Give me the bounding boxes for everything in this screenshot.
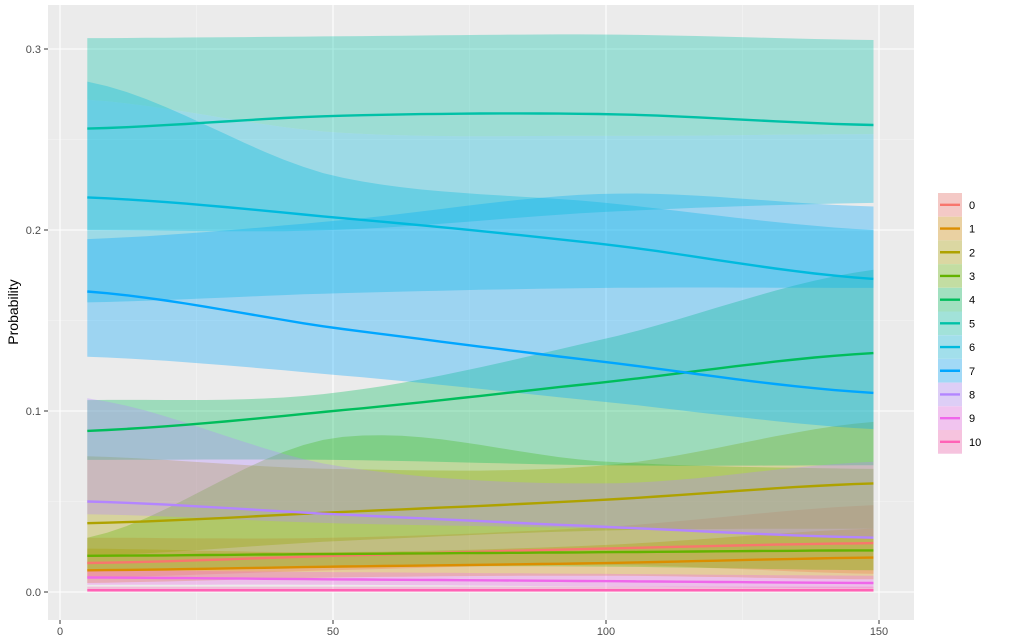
line-1 [87, 556, 874, 572]
line-8 [87, 500, 874, 539]
y-tick-label: 0.2 [26, 225, 41, 237]
y-tick-label: 0.3 [26, 44, 41, 56]
ribbon-5 [87, 34, 874, 137]
line-5 [87, 112, 874, 130]
y-axis: 0.0 0.1 0.2 0.3 [26, 44, 48, 599]
legend-label: 9 [969, 413, 975, 425]
line-7 [87, 290, 874, 395]
line-4 [87, 351, 874, 433]
series-lines [87, 112, 874, 592]
line-6 [87, 196, 874, 281]
line-3 [87, 549, 874, 557]
ribbon-1 [87, 528, 874, 583]
legend-label: 1 [969, 224, 975, 236]
legend-label: 7 [969, 366, 975, 378]
line-2 [87, 482, 874, 525]
confidence-ribbons [87, 34, 874, 592]
legend: 0 1 2 3 4 5 6 7 8 9 10 [938, 193, 981, 454]
line-9 [87, 576, 874, 585]
legend-label: 0 [969, 200, 975, 212]
y-tick-label: 0.0 [26, 587, 41, 599]
ribbon-3 [87, 435, 874, 571]
ribbon-2 [87, 421, 874, 556]
legend-label: 10 [969, 437, 981, 449]
ribbon-6 [87, 81, 874, 303]
x-tick-label: 100 [597, 626, 615, 638]
x-tick-label: 50 [327, 626, 339, 638]
grid-minor [48, 5, 914, 620]
x-axis: 0 50 100 150 [57, 620, 888, 638]
x-tick-label: 0 [57, 626, 63, 638]
legend-label: 3 [969, 271, 975, 283]
plot-panel [48, 5, 914, 620]
legend-label: 4 [969, 295, 975, 307]
legend-label: 8 [969, 389, 975, 401]
y-axis-title: Probability [5, 279, 21, 344]
legend-label: 2 [969, 247, 975, 259]
ribbon-6-upper [87, 99, 874, 232]
y-tick-label: 0.1 [26, 406, 41, 418]
x-tick-label: 150 [870, 626, 888, 638]
grid-major [48, 5, 914, 620]
legend-label: 5 [969, 318, 975, 330]
ribbon-0 [87, 505, 874, 578]
legend-label: 6 [969, 342, 975, 354]
ribbon-8 [87, 398, 874, 538]
